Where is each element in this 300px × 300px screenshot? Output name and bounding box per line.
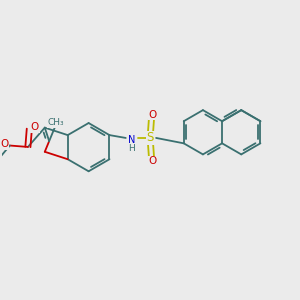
Text: O: O [149,156,157,166]
Text: O: O [1,139,9,149]
Text: CH₃: CH₃ [47,118,64,127]
Text: H: H [128,144,135,153]
Text: N: N [128,135,135,145]
Text: S: S [147,131,154,144]
Text: O: O [31,122,39,132]
Text: O: O [149,110,157,120]
